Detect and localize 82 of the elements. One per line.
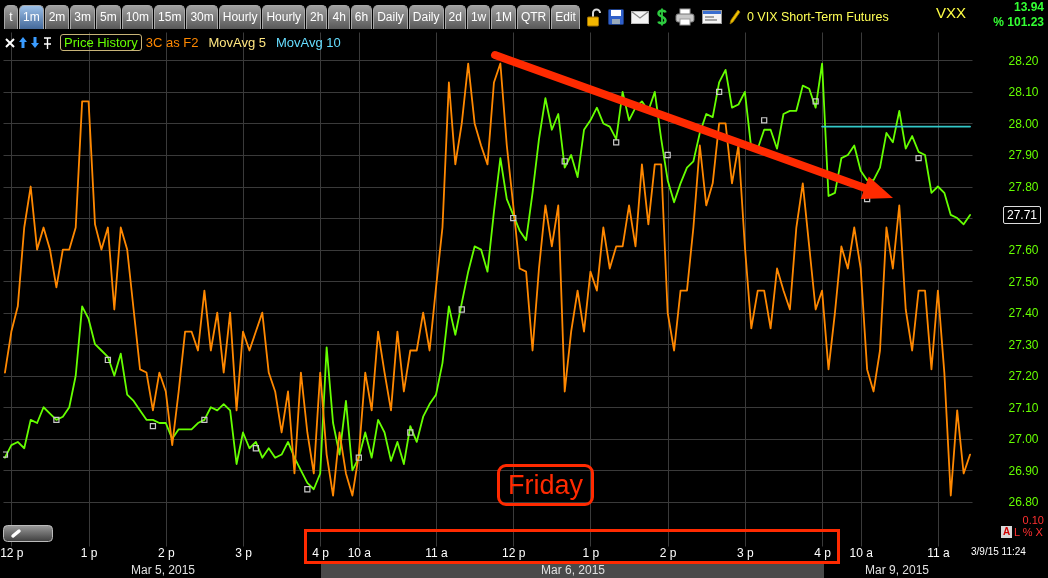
y-tick-label: 28.20 xyxy=(1008,53,1039,68)
x-tick-label: 10 a xyxy=(347,545,372,560)
text: 2d xyxy=(444,5,466,29)
legend-label: Price History xyxy=(60,34,142,51)
x-tick-label: 2 p xyxy=(157,545,175,560)
x-tick-label: 3 p xyxy=(235,545,253,560)
text: Hourly xyxy=(262,5,306,29)
text: Mar 9, 2015 xyxy=(863,563,930,577)
x-tick-label: 11 a xyxy=(927,545,950,560)
text: Edit xyxy=(551,5,580,29)
text: 2m xyxy=(44,5,70,29)
text: 4h xyxy=(328,5,350,29)
x-tick-label: 2 p xyxy=(659,545,677,560)
text: Mar 5, 2015 xyxy=(129,563,196,577)
annotation: MovAvg 5 xyxy=(208,35,267,50)
y-tick-label: 27.10 xyxy=(1008,400,1039,415)
x-tick-label: 1 p xyxy=(80,545,98,560)
point xyxy=(812,98,819,105)
x-tick-label: 4 p xyxy=(814,545,832,560)
chart-subtitle: 0 VIX Short-Term Futures xyxy=(746,10,889,24)
x-tick-label: 1 p xyxy=(582,545,600,560)
x-tick-label: 3 p xyxy=(737,545,755,560)
y-tick-label: 27.40 xyxy=(1008,306,1039,321)
y-tick-label: 28.10 xyxy=(1008,85,1039,100)
text: A xyxy=(1001,526,1012,538)
text: 2h xyxy=(306,5,328,29)
point xyxy=(715,88,723,96)
text: % 101.23 xyxy=(993,15,1044,29)
point xyxy=(3,451,9,458)
text: 1m xyxy=(19,5,44,29)
text: Hourly xyxy=(218,5,262,29)
point xyxy=(53,416,60,424)
x-tick-label: 11 a xyxy=(425,545,449,560)
annotation: MovAvg 10 xyxy=(276,35,341,50)
text: Daily xyxy=(373,5,408,29)
text: QTR xyxy=(516,5,551,29)
text: 6h xyxy=(350,5,373,29)
x-tick-label: 12 p xyxy=(502,545,526,560)
point xyxy=(149,423,157,430)
text: 30m xyxy=(186,5,218,29)
y-tick-label: 26.90 xyxy=(1008,463,1039,478)
point xyxy=(561,158,568,165)
text: L % X xyxy=(1014,526,1043,538)
text: 1w xyxy=(466,5,491,29)
y-tick-label: 27.30 xyxy=(1008,337,1039,352)
point xyxy=(664,151,671,159)
y-tick-label: 27.50 xyxy=(1008,274,1039,289)
text: 0.10 xyxy=(1022,514,1044,526)
y-tick-label: 27.60 xyxy=(1008,243,1039,258)
y-tick-label: 28.00 xyxy=(1008,116,1039,131)
point xyxy=(304,486,311,493)
text: 1M xyxy=(491,5,516,29)
chart-title: VXX xyxy=(936,4,967,21)
text: 5m xyxy=(96,5,121,29)
text: Daily xyxy=(408,5,444,29)
text: 15m xyxy=(154,5,186,29)
text: 10m xyxy=(121,5,154,29)
y-tick-label: 27.90 xyxy=(1008,148,1039,163)
point xyxy=(355,454,362,461)
text: 13.94 xyxy=(1013,0,1044,14)
legend-label: 3C as F2 xyxy=(145,35,199,50)
point xyxy=(613,139,620,146)
point xyxy=(761,117,768,124)
text: Mar 6, 2015 xyxy=(539,563,606,577)
x-tick-label: 4 p xyxy=(312,545,330,560)
text: 27.71 xyxy=(1003,205,1041,224)
point xyxy=(407,429,414,436)
point xyxy=(201,416,208,424)
x-tick-label: 10 a xyxy=(849,545,874,560)
point xyxy=(252,445,260,452)
text: 3m xyxy=(70,5,96,29)
text: t xyxy=(4,5,18,29)
point xyxy=(510,214,517,222)
point xyxy=(458,306,465,313)
x-tick-label: 12 p xyxy=(0,545,24,560)
point xyxy=(104,356,112,364)
point xyxy=(915,154,922,162)
y-tick-label: 27.20 xyxy=(1008,369,1039,384)
y-tick-label: 26.80 xyxy=(1008,495,1039,510)
y-tick-label: 27.80 xyxy=(1008,180,1039,195)
annotation: 3/9/15 11:24 xyxy=(971,546,1026,557)
y-tick-label: 27.00 xyxy=(1008,432,1039,447)
